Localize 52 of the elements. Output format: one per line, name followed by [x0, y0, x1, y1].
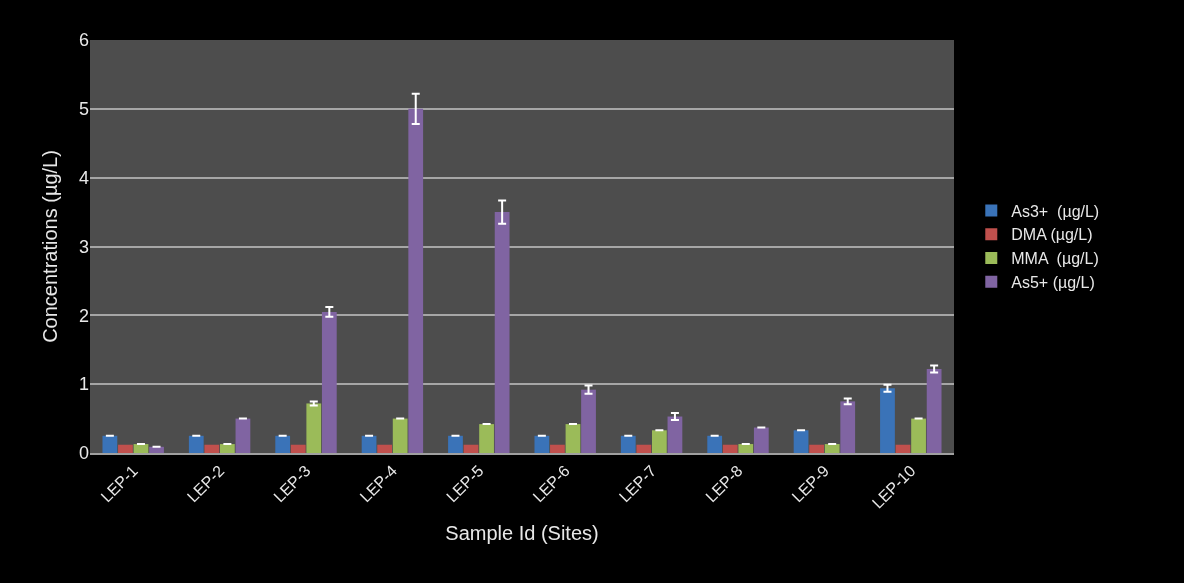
legend-label: DMA (µg/L) [1011, 226, 1093, 244]
bar [149, 446, 164, 453]
y-tick-label: 5 [78, 99, 89, 120]
bar [581, 389, 596, 453]
bar [895, 444, 911, 453]
y-tick-label: 0 [78, 443, 89, 464]
bar [667, 416, 683, 453]
bar [448, 435, 463, 453]
bar [840, 401, 856, 453]
y-tick-label: 3 [78, 236, 89, 257]
y-tick-label: 6 [78, 30, 89, 51]
bar [707, 435, 723, 453]
bar [290, 444, 306, 453]
x-axis-title: Sample Id (Sites) [445, 521, 599, 544]
bar [722, 444, 738, 453]
bar [219, 444, 235, 453]
bar [738, 444, 754, 453]
bar [118, 444, 133, 453]
bar [408, 108, 424, 453]
bar [102, 435, 118, 453]
bar [275, 435, 291, 453]
bar [361, 435, 377, 453]
bar [306, 403, 322, 453]
bar [636, 444, 652, 453]
bar [204, 444, 220, 453]
legend-label: MMA (µg/L) [1011, 250, 1099, 268]
y-tick-label: 4 [78, 167, 89, 188]
bar [926, 369, 942, 453]
bar [188, 435, 204, 453]
bar [753, 427, 769, 453]
bar [565, 424, 581, 453]
bar [550, 444, 565, 453]
bar [651, 430, 667, 453]
bar [824, 444, 840, 453]
y-axis-title: Concentrations (µg/L) [39, 150, 62, 343]
bar [911, 418, 926, 453]
bar [880, 388, 895, 453]
bar [534, 435, 550, 453]
y-tick-label: 1 [78, 374, 89, 395]
bar [809, 444, 825, 453]
bar [463, 444, 479, 453]
legend-label: As3+ (µg/L) [1011, 202, 1100, 220]
bar [377, 444, 393, 453]
bar [321, 311, 337, 453]
bar [235, 418, 251, 453]
bar [494, 212, 510, 453]
y-tick-label: 2 [78, 305, 89, 326]
bar [620, 435, 636, 453]
bar [479, 424, 494, 453]
legend-label: As5+ (µg/L) [1011, 274, 1095, 292]
bar [392, 418, 408, 453]
bar [793, 430, 809, 453]
